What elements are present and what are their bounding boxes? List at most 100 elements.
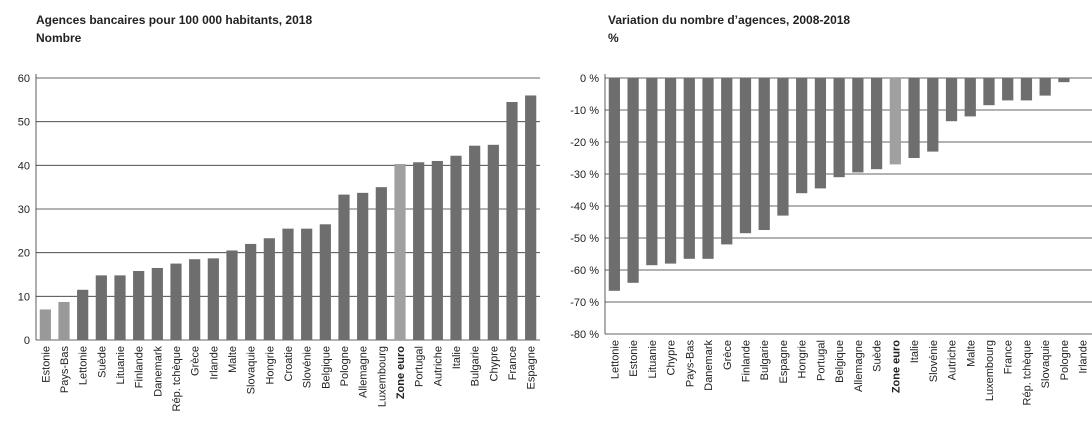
- x-tick-label: Finlande: [740, 340, 752, 382]
- bar: [833, 78, 845, 178]
- x-tick-label: Irlande: [1078, 340, 1090, 374]
- x-tick-label: Grèce: [722, 340, 734, 370]
- x-tick-label: Autriche: [432, 346, 444, 386]
- x-tick-label: Rép. tchèque: [1021, 340, 1033, 405]
- bar: [95, 275, 107, 340]
- bar: [983, 78, 995, 106]
- bar: [170, 263, 182, 340]
- bar: [721, 78, 733, 245]
- x-tick-label: Lettonie: [609, 340, 621, 379]
- x-tick-label: Italie: [451, 346, 463, 369]
- x-tick-label: Lituanie: [647, 340, 659, 379]
- x-tick-label: Espagne: [778, 340, 790, 383]
- x-tick-label: Luxembourg: [984, 340, 996, 401]
- bar: [608, 78, 620, 291]
- y-tick-label: 30: [18, 204, 30, 216]
- y-tick-label: -80 %: [570, 329, 599, 341]
- bar: [777, 78, 789, 216]
- bar: [927, 78, 939, 152]
- y-tick-label: -30 %: [570, 169, 599, 181]
- x-tick-label: Belgique: [834, 340, 846, 383]
- x-tick-label: Malte: [965, 340, 977, 367]
- x-tick-label: Slovaquie: [246, 346, 258, 394]
- x-tick-label: Suède: [96, 346, 108, 378]
- x-tick-label: Pologne: [339, 346, 351, 386]
- bar: [1058, 78, 1070, 83]
- y-tick-label: 0: [24, 335, 30, 347]
- x-tick-label: Danemark: [703, 340, 715, 391]
- bar: [77, 289, 89, 340]
- bar: [683, 78, 695, 259]
- bar: [889, 78, 901, 165]
- x-tick-label: Belgique: [320, 346, 332, 389]
- y-tick-label: 0 %: [580, 73, 599, 85]
- bar: [319, 224, 331, 340]
- x-tick-label: Hongrie: [264, 346, 276, 385]
- bar: [796, 78, 808, 194]
- chart-subtitle: Nombre: [36, 31, 82, 45]
- bar: [133, 271, 145, 340]
- bar: [506, 102, 518, 341]
- chart-subtitle: %: [608, 31, 619, 45]
- chart-title: Variation du nombre d’agences, 2008-2018: [608, 13, 850, 27]
- bar: [487, 144, 499, 340]
- bar: [58, 302, 70, 340]
- x-tick-label: Pays-Bas: [59, 346, 71, 394]
- bar: [207, 258, 219, 340]
- bar: [469, 145, 481, 340]
- bar: [945, 78, 958, 122]
- bar: [245, 243, 257, 340]
- bar: [908, 78, 920, 158]
- x-tick-label: Estonie: [628, 340, 640, 377]
- x-tick-label: Chypre: [666, 340, 678, 375]
- x-tick-label: Luxembourg: [376, 346, 388, 407]
- bar: [39, 309, 51, 340]
- x-tick-label: Rép. tchèque: [171, 346, 183, 411]
- x-tick-label: Zone euro: [395, 346, 407, 399]
- x-tick-label: Bulgarie: [470, 346, 482, 386]
- x-tick-label: Finlande: [134, 346, 146, 388]
- x-tick-label: Chypre: [488, 346, 500, 381]
- y-tick-label: 40: [18, 160, 30, 172]
- x-tick-label: Allemagne: [853, 340, 865, 392]
- x-tick-label: France: [507, 346, 519, 380]
- y-tick-label: 20: [18, 248, 30, 260]
- bar: [964, 78, 976, 117]
- bar: [263, 238, 275, 340]
- bar: [226, 250, 238, 340]
- bar: [1020, 78, 1033, 101]
- x-tick-label: Estonie: [40, 346, 52, 383]
- bar: [702, 78, 714, 259]
- x-tick-label: Bulgarie: [759, 340, 771, 380]
- y-tick-label: -40 %: [570, 201, 599, 213]
- x-tick-label: Pologne: [1059, 340, 1071, 380]
- x-tick-label: Espagne: [526, 346, 538, 389]
- bar: [301, 228, 313, 340]
- bar: [189, 259, 201, 340]
- y-tick-label: -10 %: [570, 105, 599, 117]
- bar: [758, 78, 770, 230]
- x-tick-label: Lettonie: [78, 346, 90, 385]
- y-tick-label: -70 %: [570, 297, 599, 309]
- bar: [1002, 78, 1014, 101]
- bar: [431, 160, 443, 340]
- bar: [375, 187, 387, 340]
- bar: [627, 78, 639, 283]
- bar: [394, 164, 406, 340]
- x-tick-label: Pays-Bas: [684, 340, 696, 388]
- bar: [338, 194, 350, 340]
- bar: [852, 78, 864, 173]
- x-tick-label: Suède: [872, 340, 884, 372]
- chart-title: Agences bancaires pour 100 000 habitants…: [36, 13, 312, 27]
- x-tick-label: Autriche: [947, 340, 959, 380]
- x-tick-label: France: [1003, 340, 1015, 374]
- y-tick-label: 10: [18, 291, 30, 303]
- bar: [357, 192, 369, 340]
- bar: [646, 78, 658, 266]
- x-tick-label: Lituanie: [115, 346, 127, 385]
- x-tick-label: Italie: [909, 340, 921, 363]
- x-tick-label: Slovénie: [302, 346, 314, 388]
- x-tick-label: Allemagne: [358, 346, 370, 398]
- x-tick-label: Irlande: [208, 346, 220, 380]
